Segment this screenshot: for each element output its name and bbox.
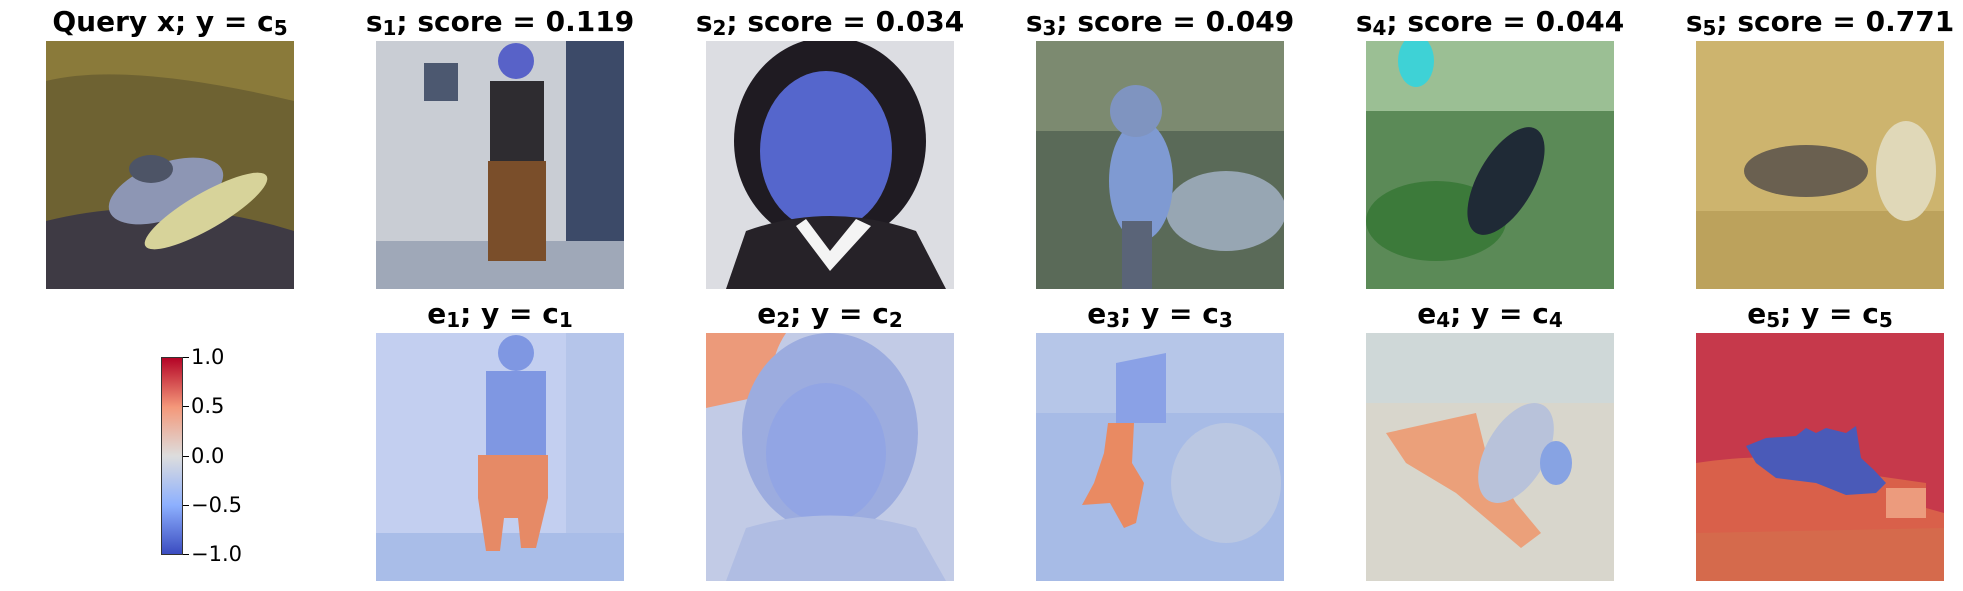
e2-heatmap [706, 333, 954, 581]
s4-image [1366, 41, 1614, 289]
colorbar-tick-label: −1.0 [191, 542, 242, 566]
e2-title: e2; y = c2 [757, 297, 903, 332]
colorbar-tick [183, 357, 189, 358]
colorbar-tick [183, 554, 189, 555]
e4-title: e4; y = c4 [1417, 297, 1563, 332]
s1-image [376, 41, 624, 289]
s2-title: s2; score = 0.034 [695, 5, 965, 40]
s5-image [1696, 41, 1944, 289]
colorbar-tick [183, 406, 189, 407]
colorbar-tick-label: 0.5 [191, 394, 225, 418]
s2-image [706, 41, 954, 289]
s1-title: s1; score = 0.119 [365, 5, 635, 40]
e1-heatmap [376, 333, 624, 581]
colorbar-tick-label: −0.5 [191, 493, 242, 517]
colorbar-tick [183, 505, 189, 506]
e5-heatmap [1696, 333, 1944, 581]
e5-title: e5; y = c5 [1747, 297, 1893, 332]
e1-title: e1; y = c1 [427, 297, 573, 332]
colorbar-tick-label: 0.0 [191, 444, 225, 468]
s3-title: s3; score = 0.049 [1025, 5, 1295, 40]
e4-heatmap [1366, 333, 1614, 581]
s5-title: s5; score = 0.771 [1685, 5, 1955, 40]
e3-heatmap [1036, 333, 1284, 581]
query-title: Query x; y = c5 [52, 5, 288, 40]
s4-title: s4; score = 0.044 [1355, 5, 1625, 40]
e3-title: e3; y = c3 [1087, 297, 1233, 332]
colorbar-tick-label: 1.0 [191, 345, 225, 369]
s3-image [1036, 41, 1284, 289]
colorbar-tick [183, 456, 189, 457]
query-image [46, 41, 294, 289]
colorbar [161, 357, 183, 555]
